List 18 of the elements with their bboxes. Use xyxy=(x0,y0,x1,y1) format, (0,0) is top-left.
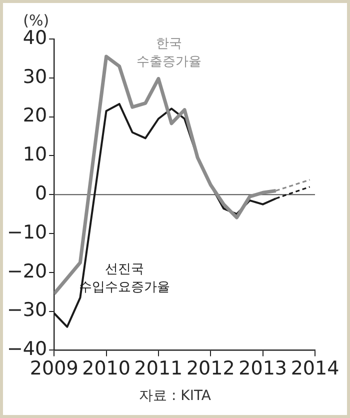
y-tick-label: 20 xyxy=(22,104,48,127)
y-tick-label: 10 xyxy=(22,144,48,166)
y-tick-label: −20 xyxy=(6,260,48,282)
y-tick-label: −30 xyxy=(6,299,48,322)
x-tick-label: 2009 xyxy=(30,358,78,380)
y-tick-label: 40 xyxy=(22,26,48,49)
y-tick-label: −10 xyxy=(6,221,48,244)
x-tick-label: 2012 xyxy=(186,358,235,380)
x-tick-label: 2010 xyxy=(82,358,130,380)
y-tick-label: 30 xyxy=(22,66,48,88)
y-tick-label: 0 xyxy=(35,182,48,205)
text: 자료 : KITA xyxy=(138,387,212,405)
x-tick-label: 2011 xyxy=(134,358,183,380)
y-axis-title: (%) xyxy=(23,11,50,30)
x-tick-label: 2014 xyxy=(290,358,340,380)
series-label: 한국 수출증가율 xyxy=(136,36,202,70)
x-tick-label: 2013 xyxy=(238,358,287,380)
y-tick-label: −40 xyxy=(6,338,48,360)
